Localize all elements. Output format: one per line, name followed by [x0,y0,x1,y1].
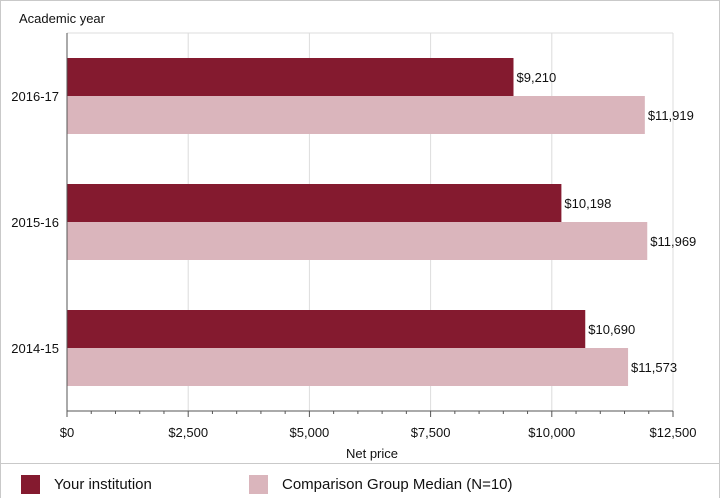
legend-swatch-comparison [249,474,268,494]
chart-plot: $9,210 $11,919 $10,198 $11,969 $10,690 $11,57… [11,11,697,461]
bar-institution-2014-15 [67,310,586,348]
axes: 2016-17 2015-16 2014-15 $0 $2,500 $5,000 $7,50… [11,33,697,440]
x-tick-label: $7,500 [411,425,451,440]
legend-item-comparison: Comparison Group Median (N=10) [249,474,513,494]
data-label: $10,690 [588,322,635,337]
category-label: 2015-16 [11,215,59,230]
legend-item-institution: Your institution [21,474,152,494]
y-axis-title: Academic year [19,11,106,26]
category-label: 2014-15 [11,341,59,356]
legend-swatch-institution [21,474,40,494]
x-tick-label: $10,000 [528,425,575,440]
x-tick-label: $5,000 [290,425,330,440]
bar-comparison-2014-15 [67,348,629,386]
x-tick-label: $2,500 [168,425,208,440]
bar-institution-2015-16 [67,184,562,222]
legend: Your institution Comparison Group Median… [1,463,719,499]
bar-comparison-2016-17 [67,96,645,134]
category-label: 2016-17 [11,89,59,104]
legend-label-comparison: Comparison Group Median (N=10) [282,475,513,493]
x-tick-label: $0 [60,425,74,440]
legend-label-institution: Your institution [54,475,152,493]
x-tick-label: $12,500 [650,425,697,440]
data-label: $9,210 [517,70,557,85]
bars: $9,210 $11,919 $10,198 $11,969 $10,690 $11,57… [67,58,696,386]
x-axis-title: Net price [346,446,398,461]
bar-institution-2016-17 [67,58,514,96]
data-label: $10,198 [564,196,611,211]
data-label: $11,919 [648,108,694,123]
bar-comparison-2015-16 [67,222,648,260]
data-label: $11,969 [650,234,696,249]
data-label: $11,573 [631,360,677,375]
